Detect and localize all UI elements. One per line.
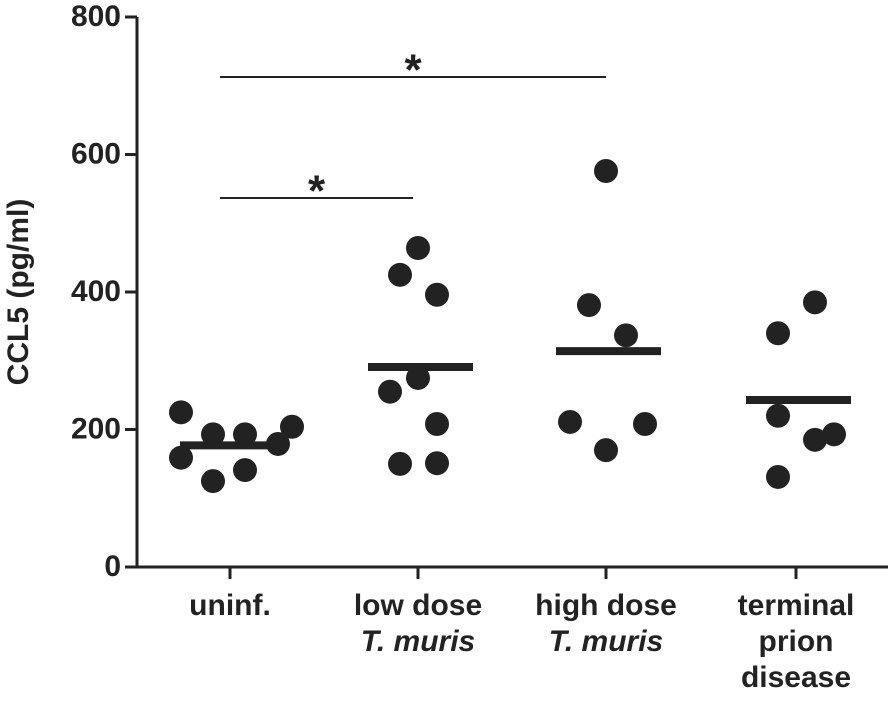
y-tick-label: 800 [71, 0, 121, 33]
data-point [388, 262, 412, 287]
data-point [594, 438, 618, 463]
x-tick-label: low dose T. muris [353, 589, 483, 658]
data-point [388, 451, 412, 476]
significance-label: * [308, 167, 326, 216]
x-tick-label: uninf. [189, 589, 271, 622]
data-point [803, 290, 827, 315]
data-point [425, 282, 449, 307]
significance-label: * [404, 46, 422, 95]
data-point [280, 414, 304, 439]
data-point [233, 422, 257, 447]
x-tick-label: high dose T. muris [535, 589, 677, 658]
y-tick-label: 400 [71, 275, 121, 308]
data-point [766, 321, 790, 346]
y-tick-label: 600 [71, 137, 121, 170]
data-point [406, 365, 430, 390]
data-point [614, 323, 638, 348]
data-point [425, 451, 449, 476]
data-point [233, 458, 257, 483]
data-point [822, 422, 846, 447]
data-point [594, 159, 618, 183]
data-point [406, 236, 430, 260]
data-point [169, 400, 193, 425]
data-point [803, 427, 827, 452]
data-point [378, 379, 402, 404]
data-point [201, 469, 225, 494]
data-point [577, 293, 601, 318]
data-point [766, 403, 790, 428]
data-point [169, 445, 193, 470]
y-tick-label: 200 [71, 412, 121, 445]
data-point [633, 412, 657, 436]
y-tick-label: 0 [104, 550, 121, 583]
x-tick-label: terminal prion disease [737, 589, 855, 694]
data-point [558, 409, 582, 434]
y-axis-label: CCL5 (pg/ml) [2, 199, 35, 386]
data-point [425, 412, 449, 436]
data-point [766, 464, 790, 489]
data-point [201, 422, 225, 447]
